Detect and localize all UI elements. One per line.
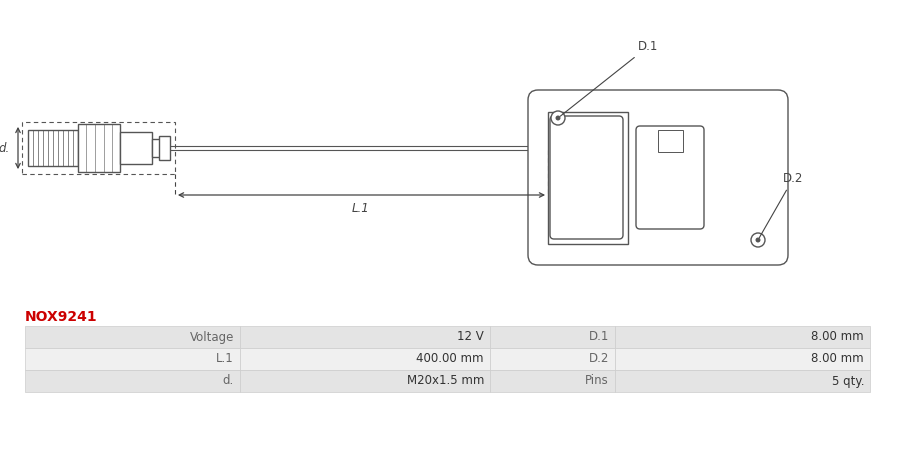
Bar xyxy=(240,348,490,370)
Text: D.2: D.2 xyxy=(760,172,804,238)
Text: 12 V: 12 V xyxy=(457,331,484,344)
Bar xyxy=(25,348,240,370)
Bar xyxy=(490,370,615,392)
FancyBboxPatch shape xyxy=(636,126,704,229)
Text: L.1: L.1 xyxy=(352,202,370,216)
Bar xyxy=(615,348,870,370)
Bar xyxy=(120,132,152,164)
Text: d.: d. xyxy=(223,375,234,387)
Text: 8.00 mm: 8.00 mm xyxy=(812,353,864,365)
Text: L.1: L.1 xyxy=(216,353,234,365)
Circle shape xyxy=(755,238,760,242)
Bar xyxy=(615,326,870,348)
Bar xyxy=(22,122,175,174)
FancyBboxPatch shape xyxy=(550,116,623,239)
Bar xyxy=(240,326,490,348)
Bar xyxy=(658,130,683,152)
Bar xyxy=(615,370,870,392)
Bar xyxy=(25,370,240,392)
Bar xyxy=(240,370,490,392)
Bar xyxy=(78,124,120,172)
Text: D.1: D.1 xyxy=(560,40,659,116)
Text: Voltage: Voltage xyxy=(190,331,234,344)
Text: NOX9241: NOX9241 xyxy=(25,310,97,324)
Bar xyxy=(490,348,615,370)
Text: 400.00 mm: 400.00 mm xyxy=(417,353,484,365)
FancyBboxPatch shape xyxy=(528,90,788,265)
Bar xyxy=(25,326,240,348)
Circle shape xyxy=(551,111,565,125)
Circle shape xyxy=(555,115,561,120)
Bar xyxy=(548,112,628,244)
Bar xyxy=(490,326,615,348)
Bar xyxy=(152,139,166,157)
Circle shape xyxy=(751,233,765,247)
Text: d.: d. xyxy=(0,142,10,154)
Bar xyxy=(159,136,170,160)
Text: 5 qty.: 5 qty. xyxy=(832,375,864,387)
Text: M20x1.5 mm: M20x1.5 mm xyxy=(407,375,484,387)
Text: 8.00 mm: 8.00 mm xyxy=(812,331,864,344)
Text: D.1: D.1 xyxy=(589,331,609,344)
Text: Pins: Pins xyxy=(585,375,609,387)
Text: D.2: D.2 xyxy=(589,353,609,365)
Bar xyxy=(28,130,78,166)
